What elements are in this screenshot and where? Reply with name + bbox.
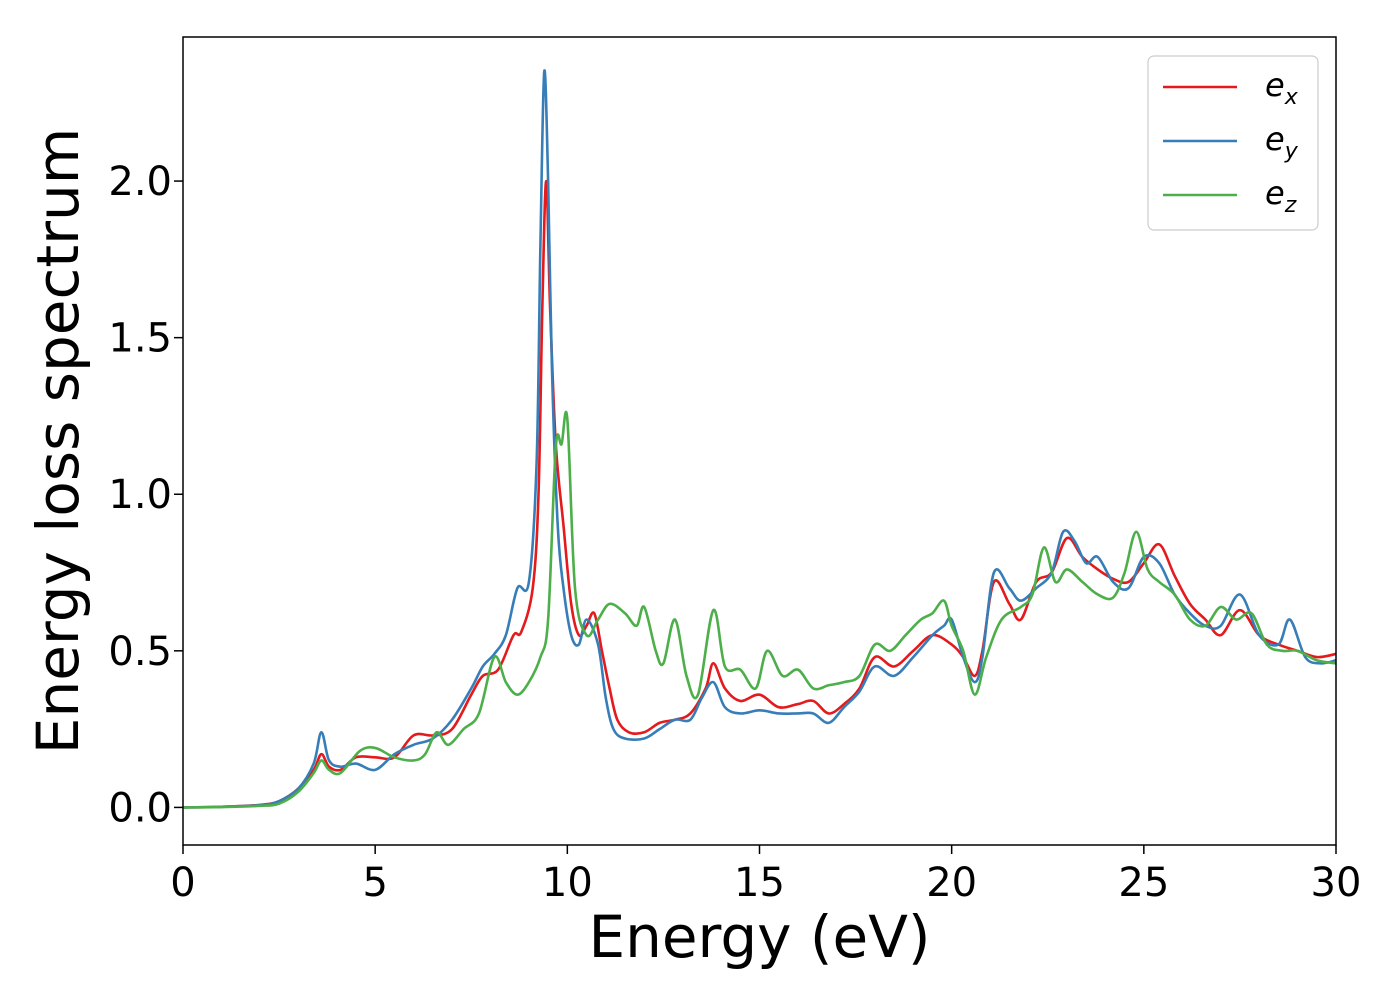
y-tick-label: 0.0 (108, 785, 172, 831)
series-layer (182, 69, 1337, 809)
y-axis-title: Energy loss spectrum (24, 128, 92, 754)
x-tick-label: 0 (170, 860, 195, 906)
y-tick-label: 1.5 (108, 316, 172, 362)
x-tick-label: 15 (734, 860, 785, 906)
y-tick-label: 1.0 (108, 472, 172, 518)
legend-label-ex: ex (1265, 66, 1299, 110)
series-line-ex (182, 179, 1337, 809)
x-axis-title: Energy (eV) (588, 903, 930, 971)
ticks-layer: 0 5 10 15 20 25 30 0.0 0.5 1.0 1.5 2.0 (108, 159, 1361, 906)
legend: ex ey ez (1147, 55, 1319, 231)
y-tick-label: 0.5 (108, 629, 172, 675)
x-tick-label: 20 (926, 860, 977, 906)
series-line-ez (182, 410, 1337, 809)
legend-label-ez: ez (1265, 174, 1297, 218)
x-tick-label: 5 (362, 860, 387, 906)
x-tick-label: 25 (1118, 860, 1169, 906)
legend-box (1147, 55, 1319, 231)
series-line-ey (182, 69, 1337, 809)
y-tick-label: 2.0 (108, 159, 172, 205)
x-tick-label: 30 (1311, 860, 1362, 906)
x-tick-label: 10 (542, 860, 593, 906)
legend-label-ey: ey (1265, 120, 1299, 164)
